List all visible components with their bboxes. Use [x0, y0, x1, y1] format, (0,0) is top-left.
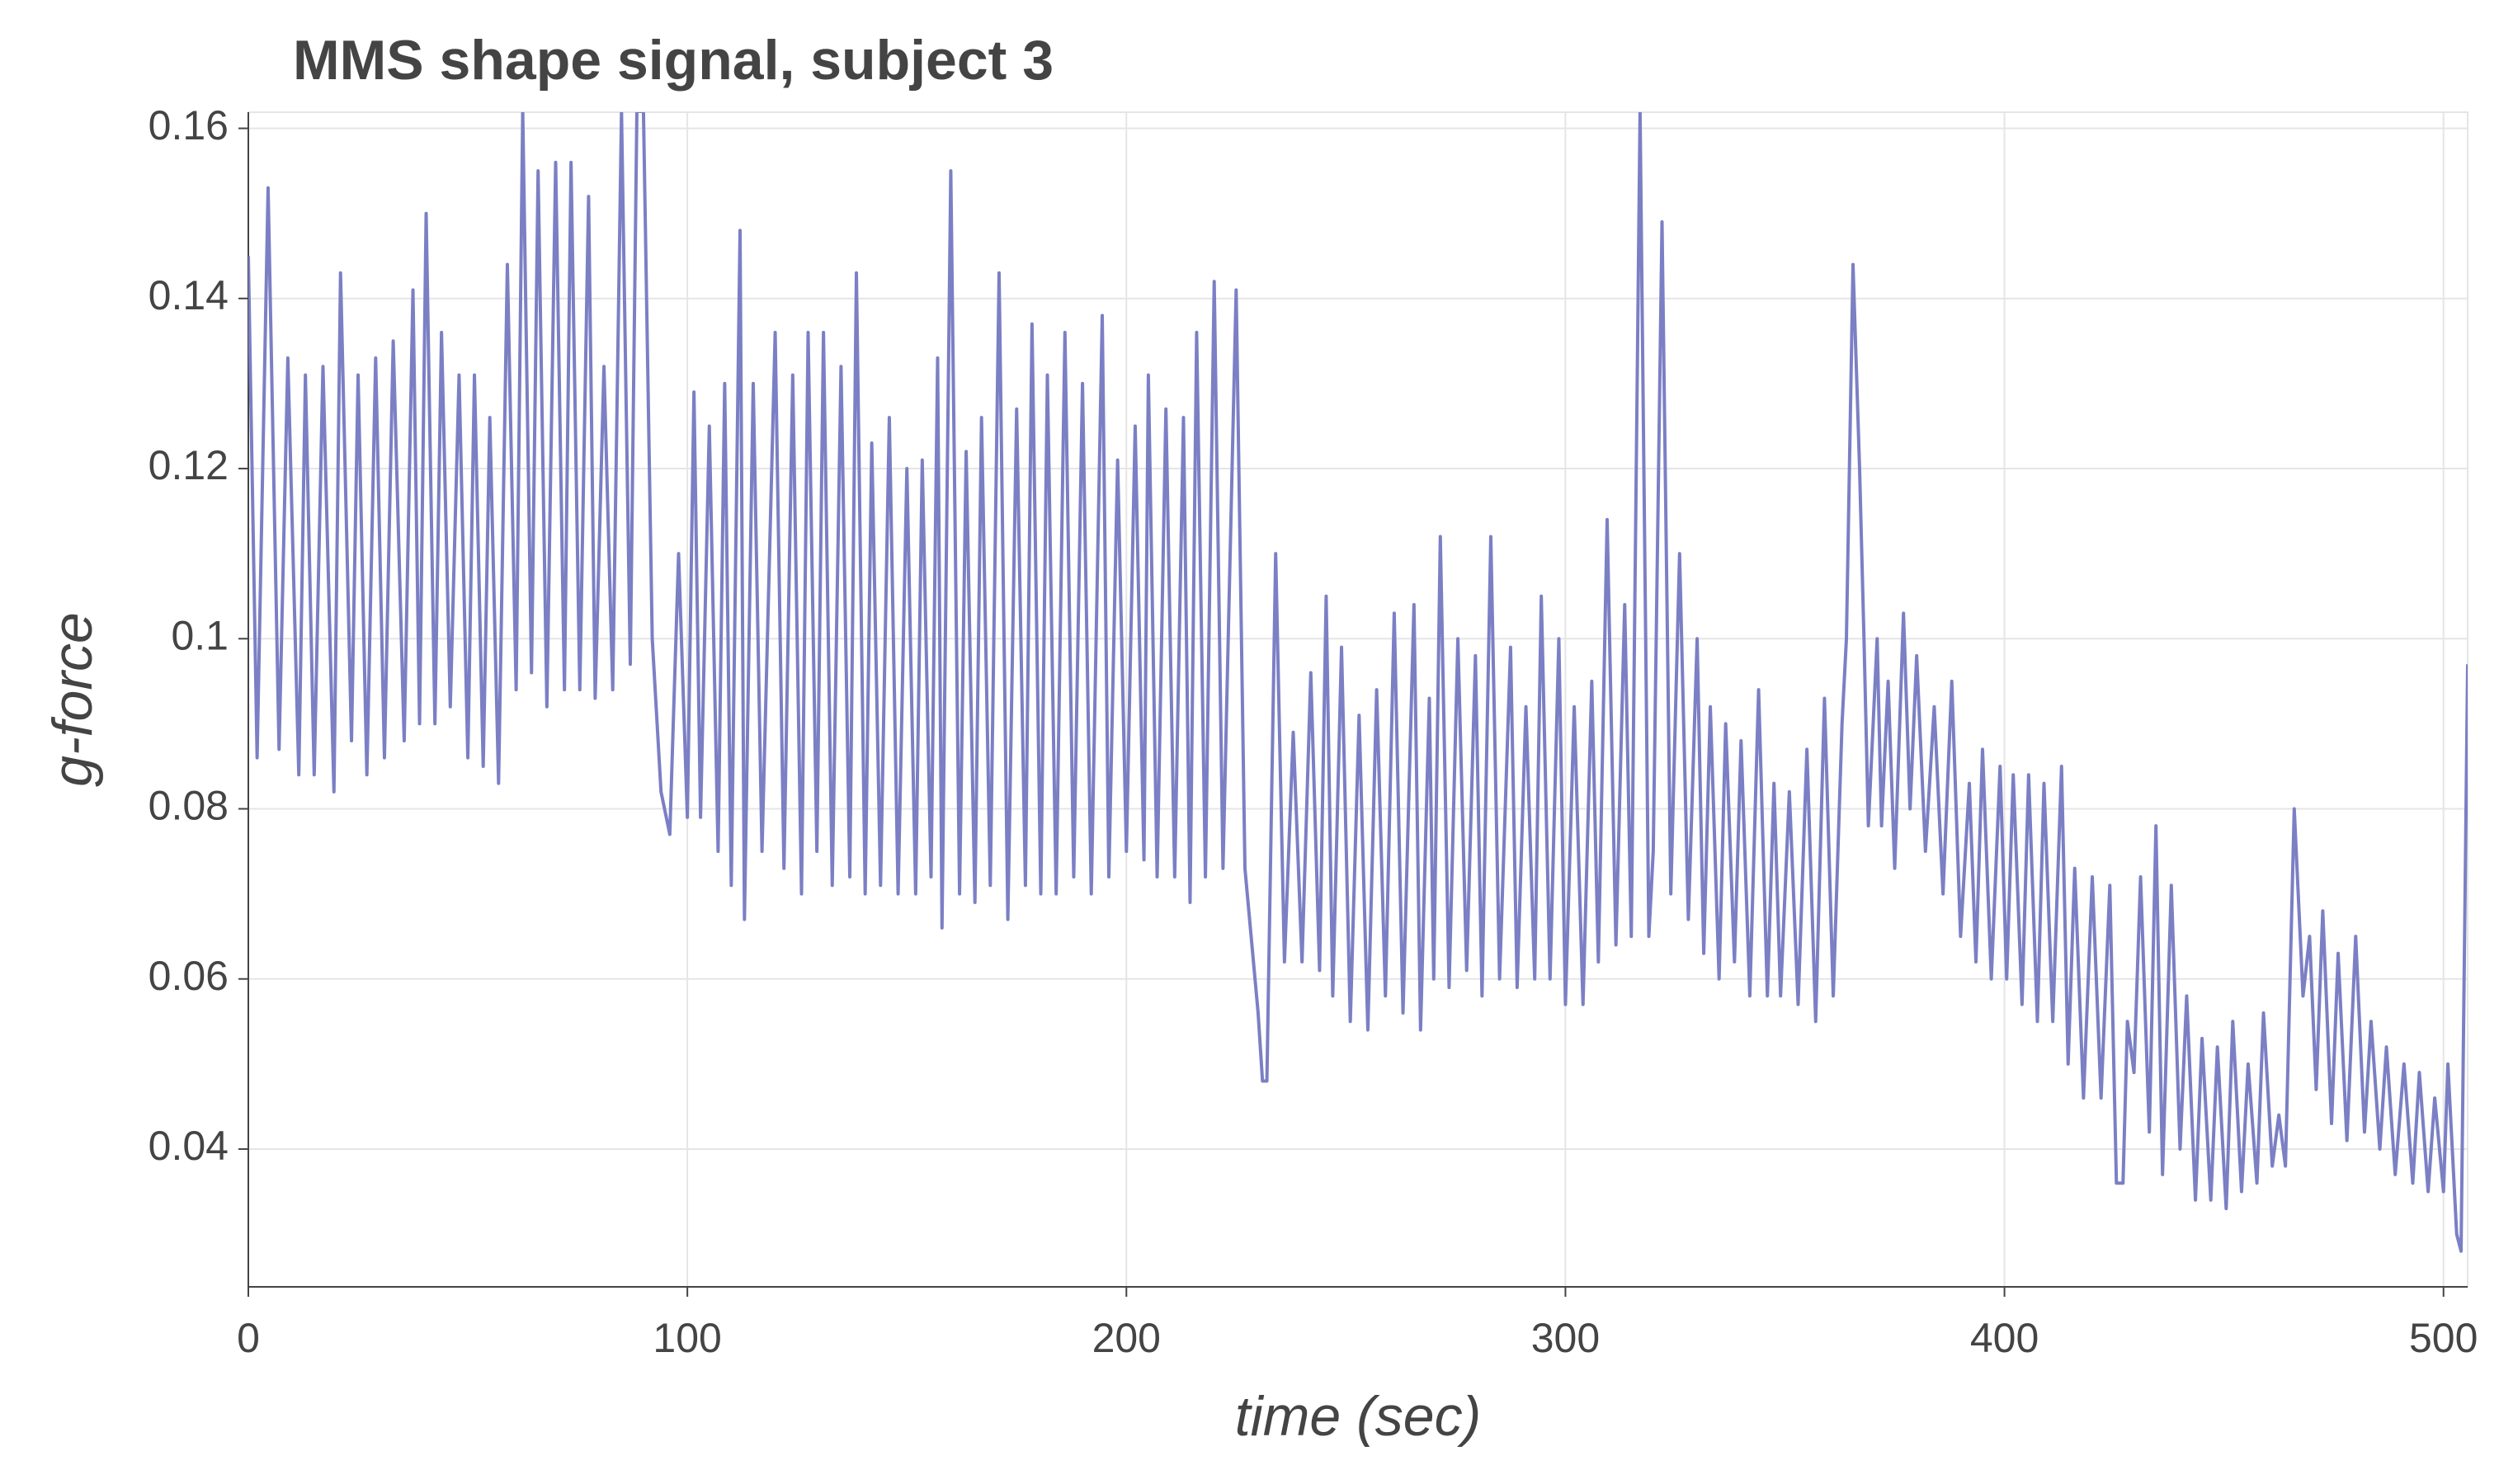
x-tick-label: 400	[1970, 1315, 2039, 1361]
x-tick-label: 500	[2409, 1315, 2478, 1361]
x-tick-label: 300	[1531, 1315, 1600, 1361]
chart-title: MMS shape signal, subject 3	[293, 29, 1054, 92]
y-tick-label: 0.04	[149, 1123, 229, 1169]
x-tick-label: 100	[653, 1315, 721, 1361]
y-tick-label: 0.1	[171, 612, 229, 658]
y-tick-label: 0.16	[149, 102, 229, 148]
y-tick-label: 0.14	[149, 272, 229, 318]
y-tick-label: 0.06	[149, 953, 229, 999]
y-tick-label: 0.12	[149, 442, 229, 488]
x-tick-label: 200	[1092, 1315, 1161, 1361]
y-tick-label: 0.08	[149, 783, 229, 829]
x-axis-label: time (sec)	[1235, 1385, 1481, 1448]
plot-area	[248, 111, 2468, 1288]
y-axis-label: g-force	[41, 612, 104, 787]
x-tick-label: 0	[237, 1315, 260, 1361]
signal-line	[248, 112, 2468, 1253]
